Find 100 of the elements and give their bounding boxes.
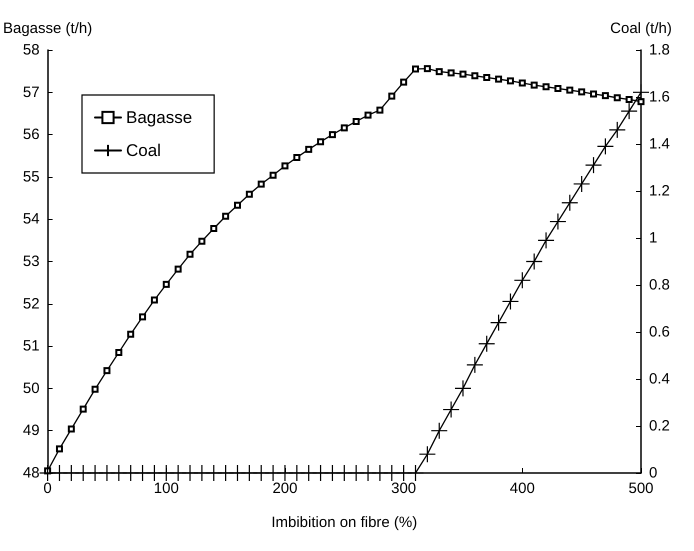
point	[328, 131, 336, 138]
point	[56, 445, 63, 452]
point	[495, 76, 502, 83]
point	[68, 426, 75, 433]
point	[115, 348, 122, 356]
point	[352, 118, 360, 125]
y-tick-label: 51	[22, 338, 40, 355]
point	[596, 138, 614, 155]
point	[198, 238, 206, 245]
point	[430, 422, 448, 440]
point	[222, 212, 230, 220]
point	[514, 272, 531, 289]
point	[506, 77, 514, 84]
legend-label: Bagasse	[126, 108, 192, 127]
y-tick-label: 53	[22, 253, 40, 270]
point	[442, 400, 460, 418]
point	[602, 92, 609, 100]
point	[530, 82, 538, 89]
point	[246, 190, 253, 198]
y2-tick-label: 1.4	[649, 136, 670, 152]
point	[620, 102, 638, 120]
x-axis-title: Imbibition on fibre (%)	[271, 514, 418, 531]
y-axis-title: Bagasse (t/h)	[2, 20, 92, 37]
y2-tick-label: 1.6	[649, 88, 670, 106]
point	[174, 266, 182, 273]
y2-tick-label: 0	[649, 464, 658, 482]
point	[573, 175, 590, 193]
point	[293, 154, 300, 161]
legend-label: Coal	[126, 141, 161, 160]
point	[478, 335, 496, 352]
point	[340, 124, 348, 132]
point	[400, 78, 408, 86]
point	[186, 250, 194, 258]
point	[258, 180, 265, 188]
point	[590, 90, 598, 98]
y-tick-label: 54	[22, 210, 40, 228]
point	[418, 446, 436, 463]
point	[578, 88, 586, 96]
x-tick-label: 300	[391, 480, 416, 497]
point	[424, 65, 431, 72]
point	[139, 313, 146, 320]
y-tick-label: 48	[22, 464, 40, 482]
point	[584, 156, 602, 174]
x-tick-label: 100	[154, 480, 179, 497]
point	[626, 96, 633, 103]
point	[92, 386, 99, 393]
point	[150, 296, 158, 304]
y2-tick-label: 1.8	[649, 42, 670, 58]
point	[127, 330, 134, 338]
y2-tick-label: 0.2	[649, 418, 670, 434]
x-tick-label: 0	[43, 480, 52, 497]
point	[412, 66, 420, 73]
y-tick-label: 50	[22, 380, 40, 397]
point	[448, 69, 455, 76]
point	[162, 280, 170, 288]
point	[490, 314, 508, 332]
point	[436, 68, 443, 76]
point	[270, 172, 277, 179]
point	[614, 94, 621, 102]
x-tick-label: 200	[272, 480, 298, 497]
point	[554, 84, 562, 92]
point	[364, 112, 372, 119]
x-tick-label: 500	[628, 480, 654, 497]
y2-tick-label: 0.6	[649, 324, 670, 340]
point	[317, 138, 324, 146]
point	[549, 212, 567, 230]
y-tick-label: 55	[22, 168, 40, 186]
point	[103, 367, 110, 374]
y2-tick-label: 0.4	[649, 370, 670, 388]
point	[406, 464, 424, 482]
point	[80, 406, 87, 413]
y2-tick-label: 1.2	[649, 182, 670, 200]
point	[454, 380, 472, 397]
point	[234, 202, 241, 209]
point	[305, 146, 312, 153]
y-tick-label: 49	[22, 422, 40, 440]
point	[526, 252, 543, 270]
point	[281, 162, 288, 170]
y-tick-label: 58	[22, 42, 40, 58]
point	[608, 121, 626, 138]
point	[388, 92, 396, 100]
point	[518, 79, 526, 86]
point	[566, 86, 574, 94]
y-tick-label: 52	[22, 295, 40, 312]
point	[459, 70, 466, 78]
point	[483, 74, 490, 81]
point	[466, 356, 484, 374]
x-tick-label: 400	[510, 480, 535, 497]
y2-axis-title: Coal (t/h)	[610, 20, 672, 37]
point	[376, 106, 384, 114]
point	[537, 232, 555, 249]
y2-tick-label: 1	[649, 230, 658, 246]
point	[210, 225, 218, 232]
y-tick-label: 57	[22, 84, 40, 101]
y-tick-label: 56	[22, 126, 40, 144]
point	[502, 292, 520, 310]
point	[561, 194, 578, 212]
point	[471, 72, 478, 80]
y2-tick-label: 0.8	[649, 276, 670, 294]
point	[542, 83, 550, 90]
